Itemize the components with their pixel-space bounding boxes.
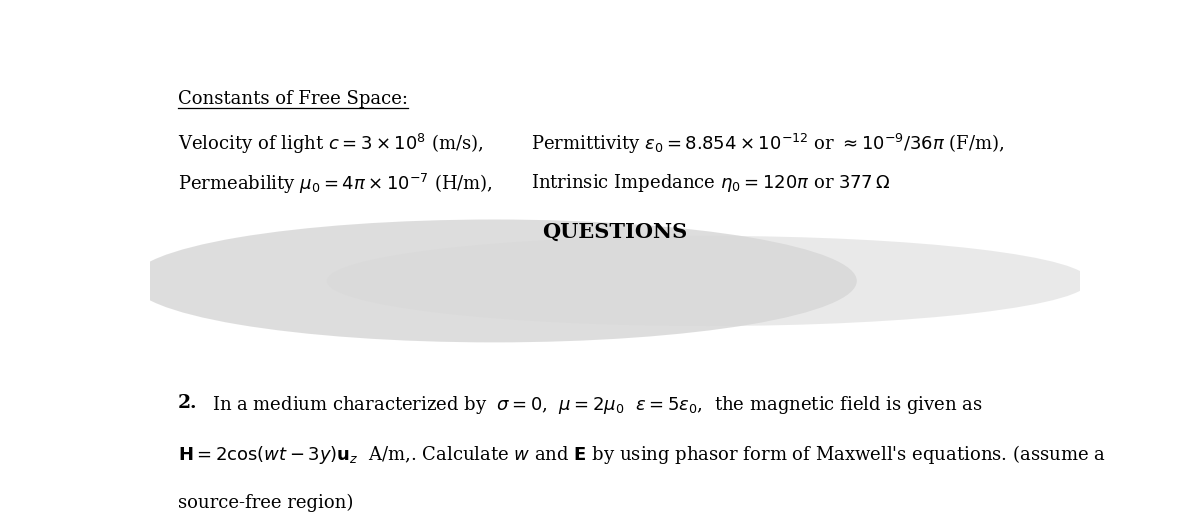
Text: source-free region): source-free region) (178, 494, 353, 512)
Text: Intrinsic Impedance $\eta_0 = 120\pi$ or $377\,\Omega$: Intrinsic Impedance $\eta_0 = 120\pi$ or… (532, 172, 890, 194)
Text: $\mathbf{H} = 2\cos(wt - 3y)\mathbf{u}_z$  A/m,. Calculate $w$ and $\mathbf{E}$ : $\mathbf{H} = 2\cos(wt - 3y)\mathbf{u}_z… (178, 443, 1105, 466)
Ellipse shape (132, 220, 857, 343)
Text: 2.: 2. (178, 394, 197, 412)
Text: Permittivity $\varepsilon_0 = 8.854\times10^{-12}$ or $\approx 10^{-9}/36\pi$ (F: Permittivity $\varepsilon_0 = 8.854\time… (532, 131, 1004, 155)
Ellipse shape (326, 236, 1090, 326)
Text: Velocity of light $c = 3\times10^{8}$ (m/s),: Velocity of light $c = 3\times10^{8}$ (m… (178, 131, 484, 155)
Text: In a medium characterized by  $\sigma = 0$,  $\mu = 2\mu_0$  $\varepsilon = 5\va: In a medium characterized by $\sigma = 0… (212, 394, 983, 415)
Text: QUESTIONS: QUESTIONS (542, 221, 688, 242)
Text: Permeability $\mu_0 = 4\pi\times10^{-7}$ (H/m),: Permeability $\mu_0 = 4\pi\times10^{-7}$… (178, 172, 493, 196)
Text: Constants of Free Space:: Constants of Free Space: (178, 90, 408, 109)
